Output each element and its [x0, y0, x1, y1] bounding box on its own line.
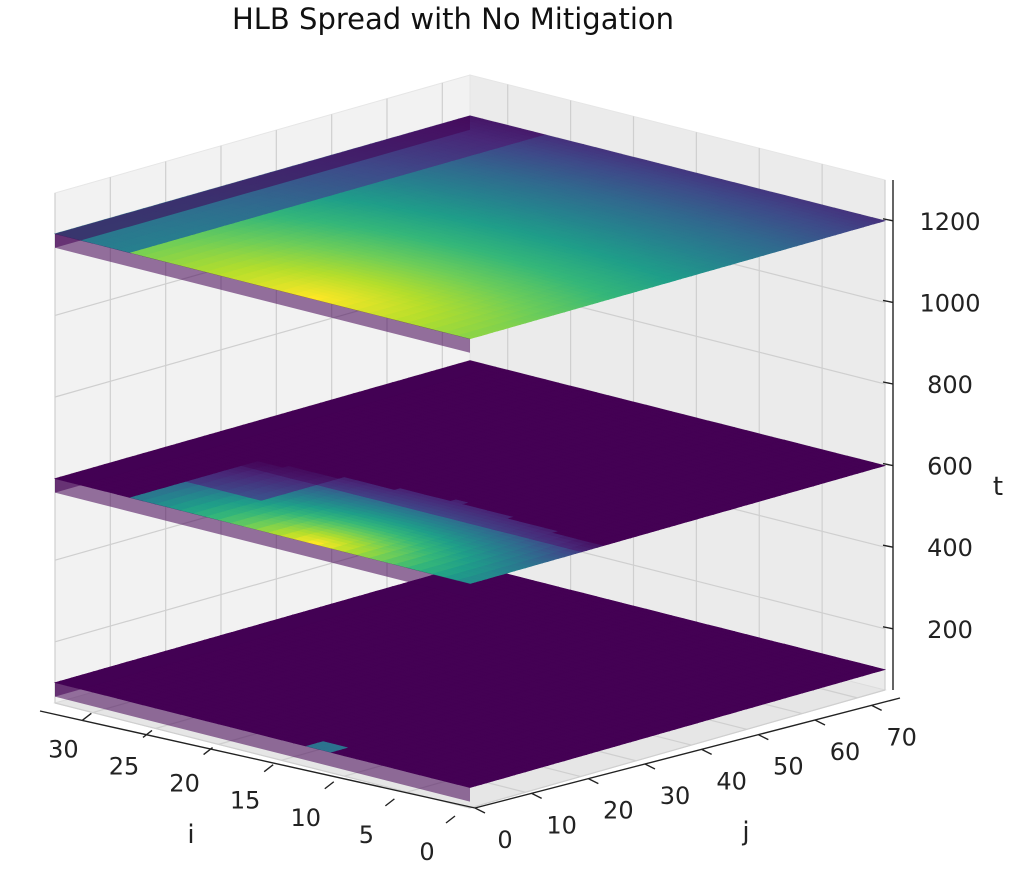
layer-t-100: [53, 564, 887, 802]
gridline-x-floor: [469, 689, 886, 809]
heatmap-layers: [53, 115, 887, 802]
chart-title: HLB Spread with No Mitigation: [232, 2, 674, 36]
gridline-y-floor: [54, 702, 471, 809]
